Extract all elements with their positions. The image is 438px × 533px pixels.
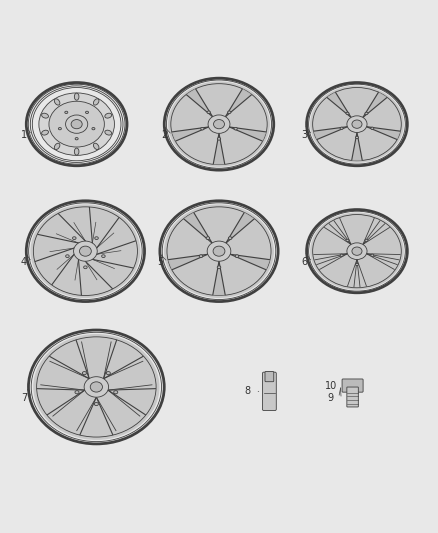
Ellipse shape (39, 93, 114, 155)
Ellipse shape (102, 255, 105, 257)
Ellipse shape (213, 246, 225, 256)
Ellipse shape (42, 130, 49, 135)
Ellipse shape (208, 115, 230, 133)
Ellipse shape (95, 237, 98, 239)
Text: 3: 3 (301, 130, 307, 140)
Ellipse shape (66, 115, 88, 133)
Ellipse shape (92, 127, 95, 130)
Ellipse shape (352, 120, 362, 128)
Text: 1: 1 (21, 130, 27, 140)
Ellipse shape (347, 243, 367, 260)
Ellipse shape (217, 266, 221, 269)
Ellipse shape (164, 204, 274, 298)
Ellipse shape (217, 138, 221, 140)
Ellipse shape (228, 111, 231, 114)
Ellipse shape (201, 127, 204, 130)
Ellipse shape (93, 99, 99, 105)
Polygon shape (314, 127, 347, 139)
Ellipse shape (105, 130, 112, 135)
Ellipse shape (352, 247, 362, 255)
Ellipse shape (82, 372, 86, 375)
Ellipse shape (235, 255, 239, 257)
FancyBboxPatch shape (265, 372, 274, 382)
Ellipse shape (207, 241, 231, 261)
Ellipse shape (371, 254, 374, 256)
Polygon shape (230, 254, 269, 270)
Text: 2: 2 (161, 130, 167, 140)
Ellipse shape (73, 237, 76, 239)
Text: 5: 5 (157, 257, 163, 267)
Ellipse shape (347, 116, 367, 133)
Ellipse shape (65, 111, 68, 114)
Text: 4: 4 (21, 257, 27, 267)
Ellipse shape (365, 112, 368, 115)
Ellipse shape (75, 391, 79, 394)
FancyBboxPatch shape (342, 379, 363, 392)
Ellipse shape (84, 266, 87, 269)
Polygon shape (172, 127, 208, 141)
Ellipse shape (371, 127, 374, 130)
Text: 9: 9 (328, 393, 334, 403)
Ellipse shape (199, 255, 203, 257)
Ellipse shape (74, 93, 79, 100)
Ellipse shape (54, 143, 60, 150)
Polygon shape (226, 89, 251, 117)
Ellipse shape (356, 136, 358, 139)
Polygon shape (367, 127, 400, 139)
Ellipse shape (54, 99, 60, 105)
FancyBboxPatch shape (347, 387, 358, 407)
Ellipse shape (90, 382, 102, 392)
Polygon shape (187, 89, 212, 117)
Ellipse shape (228, 237, 232, 239)
Ellipse shape (93, 143, 99, 150)
Ellipse shape (310, 213, 404, 290)
Ellipse shape (66, 255, 69, 257)
Polygon shape (213, 133, 225, 164)
Ellipse shape (346, 112, 349, 115)
Polygon shape (363, 93, 387, 117)
Ellipse shape (114, 391, 118, 394)
Polygon shape (352, 133, 362, 160)
Ellipse shape (207, 111, 210, 114)
Polygon shape (226, 213, 254, 243)
Ellipse shape (94, 402, 99, 406)
Ellipse shape (84, 377, 109, 397)
Ellipse shape (105, 113, 112, 118)
Ellipse shape (234, 127, 237, 130)
Ellipse shape (168, 82, 270, 167)
Ellipse shape (206, 237, 210, 239)
Text: 10: 10 (325, 381, 337, 391)
Ellipse shape (85, 111, 88, 114)
Text: 7: 7 (21, 393, 27, 403)
Polygon shape (230, 127, 266, 141)
Polygon shape (327, 93, 351, 117)
Ellipse shape (42, 113, 49, 118)
Ellipse shape (58, 127, 61, 130)
Ellipse shape (340, 254, 343, 256)
Polygon shape (184, 213, 212, 243)
Polygon shape (213, 261, 225, 295)
Ellipse shape (49, 101, 104, 147)
Ellipse shape (71, 119, 82, 129)
Ellipse shape (74, 241, 97, 261)
Ellipse shape (75, 138, 78, 140)
Ellipse shape (340, 127, 343, 130)
FancyBboxPatch shape (262, 372, 276, 410)
Text: 8: 8 (244, 386, 251, 397)
Ellipse shape (346, 239, 349, 241)
Ellipse shape (74, 148, 79, 155)
Ellipse shape (356, 263, 358, 265)
Text: 6: 6 (301, 257, 307, 267)
Ellipse shape (30, 204, 141, 298)
Polygon shape (169, 254, 208, 270)
Ellipse shape (214, 119, 224, 129)
Ellipse shape (365, 239, 368, 241)
Ellipse shape (33, 334, 159, 440)
Ellipse shape (310, 85, 404, 163)
Ellipse shape (80, 246, 91, 256)
Ellipse shape (106, 372, 110, 375)
